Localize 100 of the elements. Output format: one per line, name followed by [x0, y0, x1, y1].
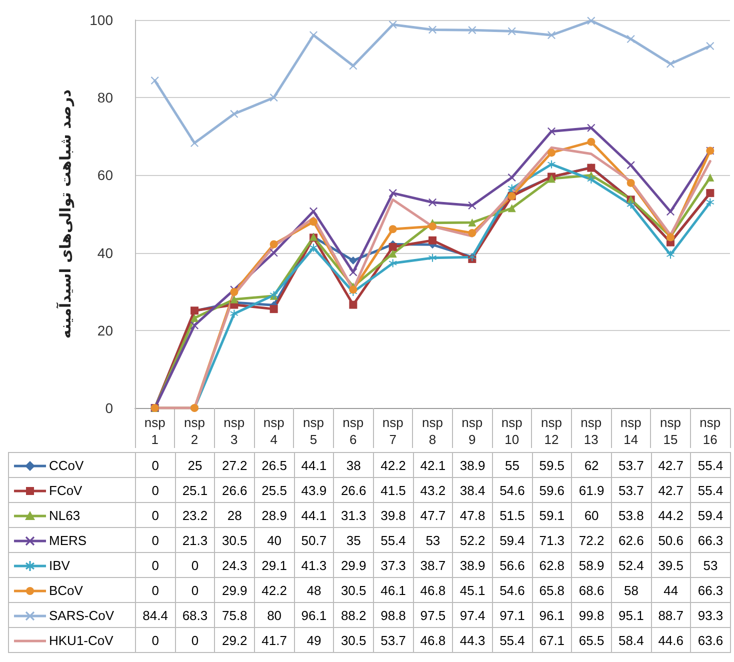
data-label: 59.4 — [492, 528, 532, 552]
point — [310, 31, 318, 40]
point — [349, 62, 358, 70]
data-label: 44 — [651, 578, 691, 602]
legend-label: FCoV — [8, 478, 136, 502]
data-label: 62.8 — [532, 552, 572, 578]
data-label: 43.2 — [413, 478, 453, 502]
data-label: 52.2 — [452, 528, 492, 552]
data-label: 96.1 — [294, 602, 334, 628]
data-label: 25.5 — [254, 478, 294, 502]
data-label: 31.3 — [334, 502, 374, 528]
x-tick-label: nsp 2 — [184, 415, 205, 447]
data-label: 56.6 — [492, 552, 532, 578]
data-label: 53 — [413, 528, 453, 552]
data-label: 68.6 — [572, 578, 612, 602]
data-label: 58 — [611, 578, 652, 602]
data-label: 99.8 — [572, 602, 612, 628]
x-tick-label: nsp 6 — [342, 415, 364, 447]
x-tick-label: nsp 16 — [700, 415, 721, 447]
data-label: 61.9 — [572, 478, 612, 502]
point — [468, 229, 476, 238]
data-label: 35 — [334, 528, 374, 552]
data-label: 30.5 — [334, 628, 374, 652]
point — [666, 60, 674, 68]
point — [587, 16, 596, 25]
point — [230, 295, 238, 304]
point — [548, 31, 556, 40]
x-tick-label: nsp 1 — [144, 415, 166, 447]
data-label: 53.7 — [373, 628, 414, 652]
data-label: 59.6 — [532, 478, 572, 502]
point — [310, 218, 318, 226]
point — [428, 222, 436, 230]
data-label: 47.8 — [452, 502, 492, 528]
data-label: 21.3 — [175, 528, 215, 552]
data-label: 28 — [214, 502, 254, 528]
data-label: 44.1 — [294, 502, 334, 528]
y-tick-label: 40 — [97, 244, 114, 261]
data-label: 41.3 — [294, 552, 334, 578]
data-label: 49 — [294, 628, 334, 652]
data-label: 59.5 — [532, 452, 572, 478]
data-label: 29.9 — [334, 552, 374, 578]
legend-label: NL63 — [8, 502, 136, 528]
x-tick-label: nsp 9 — [462, 415, 483, 447]
point — [428, 236, 436, 244]
y-tick-label: 100 — [90, 12, 114, 28]
point — [468, 218, 476, 227]
point — [587, 175, 596, 184]
y-tick-label: 20 — [97, 322, 114, 338]
data-label: 46.8 — [413, 628, 453, 652]
point — [548, 160, 556, 168]
data-label: 0 — [136, 528, 176, 552]
data-label: 63.6 — [690, 628, 730, 652]
data-label: 0 — [136, 552, 176, 578]
legend-label: HKU1-CoV — [8, 628, 136, 652]
data-label: 0 — [136, 452, 176, 478]
x-tick-label: nsp 12 — [541, 415, 562, 447]
point — [270, 305, 278, 314]
point — [706, 42, 714, 50]
data-label: 68.3 — [175, 602, 215, 628]
data-label: 53 — [690, 552, 730, 578]
legend-label: SARS-CoV — [8, 602, 136, 628]
data-label: 29.2 — [214, 628, 254, 652]
data-label: 45.1 — [452, 578, 492, 602]
point — [230, 110, 238, 118]
point — [349, 300, 358, 309]
data-label: 39.8 — [373, 502, 414, 528]
data-label: 38.7 — [413, 552, 453, 578]
point — [626, 35, 635, 44]
data-label: 38.4 — [452, 478, 492, 502]
data-label: 27.2 — [214, 452, 254, 478]
point — [626, 178, 635, 187]
data-label: 41.5 — [373, 478, 414, 502]
data-label: 52.4 — [611, 552, 652, 578]
point — [508, 27, 516, 36]
data-label: 88.7 — [651, 602, 691, 628]
data-label: 38.9 — [452, 452, 492, 478]
data-label: 53.7 — [611, 478, 652, 502]
data-label: 25.1 — [175, 478, 215, 502]
data-label: 37.3 — [373, 552, 414, 578]
data-label: 42.2 — [254, 578, 294, 602]
y-tick-label: 80 — [97, 90, 114, 106]
point — [388, 225, 397, 234]
data-label: 53.8 — [611, 502, 652, 528]
data-label: 66.3 — [690, 578, 730, 602]
data-label: 55.4 — [492, 628, 532, 652]
point — [587, 124, 596, 132]
data-label: 84.4 — [136, 602, 176, 628]
data-label: 42.2 — [373, 452, 414, 478]
data-label: 30.5 — [214, 528, 254, 552]
data-label: 59.1 — [532, 502, 572, 528]
data-label: 44.6 — [651, 628, 691, 652]
point — [270, 248, 278, 257]
data-label: 42.7 — [651, 478, 691, 502]
point — [388, 189, 397, 198]
point — [388, 259, 397, 268]
point — [190, 314, 198, 322]
data-label: 55.4 — [373, 528, 414, 552]
point — [190, 321, 198, 330]
data-label: 93.3 — [690, 602, 730, 628]
data-label: 55.4 — [690, 452, 730, 478]
